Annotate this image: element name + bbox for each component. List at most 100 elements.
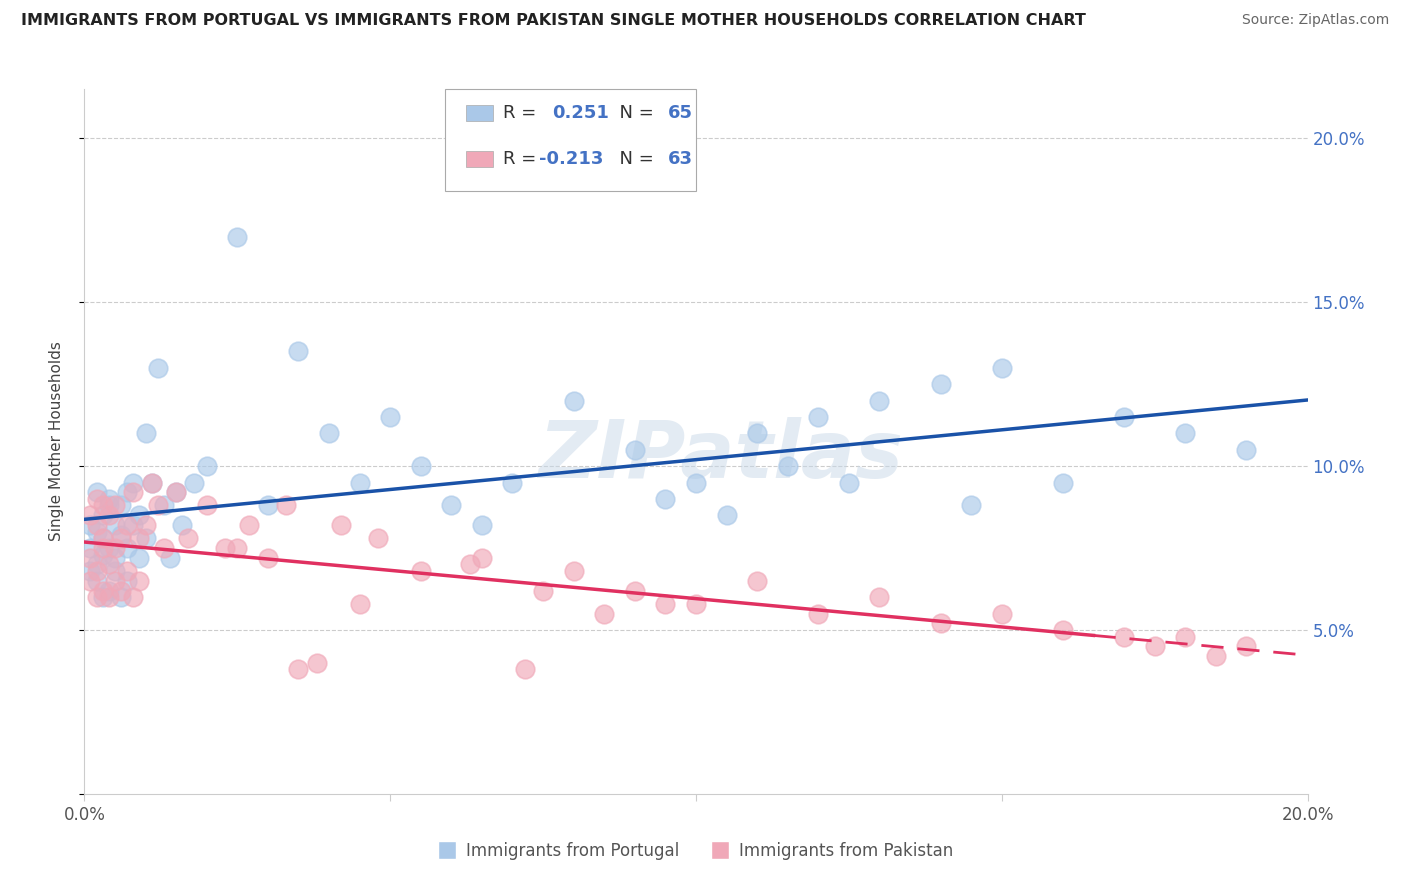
Point [1236,640,1258,654]
Point [287,662,309,676]
Point [960,499,983,513]
Point [1174,630,1197,644]
FancyBboxPatch shape [465,152,494,167]
Point [807,409,830,424]
Point [122,485,145,500]
Point [1052,623,1074,637]
Point [1205,649,1227,664]
Point [97,491,120,506]
Point [91,499,114,513]
Point [440,499,463,513]
Point [654,491,676,506]
Point [86,574,108,588]
Point [1236,442,1258,457]
Point [562,393,585,408]
Point [146,360,169,375]
Point [91,591,114,605]
Point [747,574,769,588]
Point [380,409,402,424]
Point [115,564,138,578]
Point [1143,640,1166,654]
Point [153,499,176,513]
Point [183,475,205,490]
Point [128,574,150,588]
Point [165,485,187,500]
Point [135,426,157,441]
Point [128,508,150,523]
Point [135,518,157,533]
Point [122,518,145,533]
Point [513,662,536,676]
Point [172,518,194,533]
Point [195,459,218,474]
Point [349,475,371,490]
Point [86,558,108,572]
Point [685,597,707,611]
Point [110,583,132,598]
Point [330,518,353,533]
Point [86,524,108,539]
Point [869,591,891,605]
Point [458,558,481,572]
Legend: Immigrants from Portugal, Immigrants from Pakistan: Immigrants from Portugal, Immigrants fro… [432,835,960,867]
Point [257,550,280,565]
Point [991,360,1014,375]
Text: IMMIGRANTS FROM PORTUGAL VS IMMIGRANTS FROM PAKISTAN SINGLE MOTHER HOUSEHOLDS CO: IMMIGRANTS FROM PORTUGAL VS IMMIGRANTS F… [21,13,1085,29]
Point [165,485,187,500]
Y-axis label: Single Mother Households: Single Mother Households [49,342,63,541]
Point [86,485,108,500]
Point [226,541,249,555]
FancyBboxPatch shape [446,89,696,192]
Point [1174,426,1197,441]
Point [593,607,616,621]
Text: R =: R = [503,150,541,168]
Point [110,531,132,545]
Point [654,597,676,611]
Point [177,531,200,545]
Point [79,550,101,565]
Point [91,508,114,523]
Point [135,531,157,545]
Point [287,344,309,359]
Point [141,475,163,490]
Point [91,548,114,562]
Point [471,550,494,565]
Point [91,531,114,545]
Point [104,518,127,533]
Point [110,591,132,605]
Point [807,607,830,621]
Text: 0.251: 0.251 [551,104,609,122]
Point [1114,630,1136,644]
Point [128,550,150,565]
Point [305,656,328,670]
Point [624,583,647,598]
Point [531,583,554,598]
Point [115,485,138,500]
Point [409,564,432,578]
Text: N =: N = [607,104,659,122]
Point [104,541,127,555]
Point [141,475,163,490]
Point [159,550,181,565]
Point [91,541,114,555]
Point [367,531,389,545]
Text: ZIPatlas: ZIPatlas [538,417,903,495]
Point [502,475,524,490]
Point [238,518,260,533]
Point [91,583,114,598]
Point [79,574,101,588]
Point [110,499,132,513]
Point [104,550,127,565]
Point [79,541,101,555]
Point [929,616,952,631]
Point [104,564,127,578]
Point [226,229,249,244]
Point [747,426,769,441]
Text: Source: ZipAtlas.com: Source: ZipAtlas.com [1241,13,1389,28]
Point [562,564,585,578]
Point [257,499,280,513]
Point [86,564,108,578]
Text: -0.213: -0.213 [540,150,603,168]
Point [91,531,114,545]
Point [115,574,138,588]
